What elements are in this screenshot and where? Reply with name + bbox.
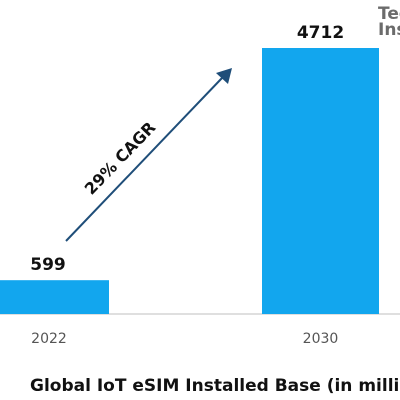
cagr-arrow [65,68,232,242]
bar-2022 [0,280,109,314]
logo-line1: Tec [378,4,400,24]
x-tick-2022: 2022 [31,331,67,347]
x-tick-2030: 2030 [303,331,339,347]
chart-title: Global IoT eSIM Installed Base (in milli… [30,376,400,396]
data-label-2022: 599 [30,255,66,275]
cagr-label: 29% CAGR [81,118,160,198]
logo-line2: Inst [378,20,400,40]
bar-2030 [262,48,379,314]
data-label-2030: 4712 [297,23,344,43]
